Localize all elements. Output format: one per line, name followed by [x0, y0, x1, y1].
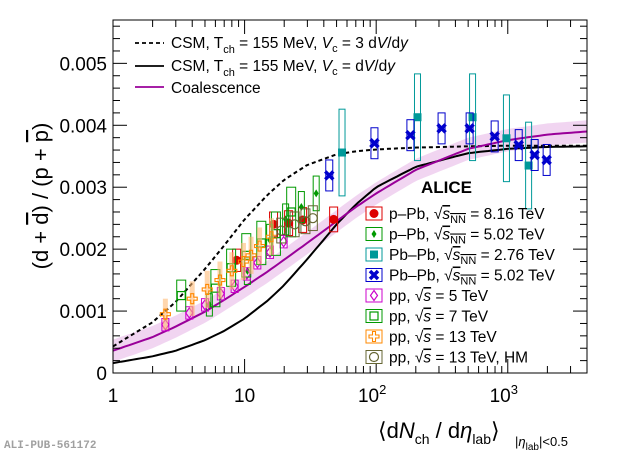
plot-frame: [112, 19, 588, 374]
data-point: [513, 139, 524, 151]
data-point: [214, 274, 226, 286]
alice-label: ALICE: [421, 178, 472, 197]
legend-data-label: pp, √s = 7 TeV: [389, 309, 489, 326]
sys-box: [204, 270, 210, 308]
legend-marker: [369, 209, 379, 218]
legend-marker: [368, 351, 380, 363]
legend-marker-box: [365, 350, 383, 364]
y-tick-label: 0.003: [59, 178, 107, 199]
data-point: [201, 283, 213, 295]
x-tick-label: 10: [234, 386, 255, 407]
data-point: [313, 189, 319, 198]
x-axis-title: ⟨dNch / dηlab⟩ |ηlab|<0.5: [378, 418, 568, 453]
sys-box: [268, 218, 274, 256]
data-point: [237, 255, 249, 268]
data-point: [524, 161, 533, 170]
data-point: [468, 113, 477, 122]
legend-data-label: pp, √s = 13 TeV: [389, 329, 497, 346]
data-point: [489, 131, 500, 142]
y-tick-label: 0.002: [59, 240, 107, 261]
legend-marker: [368, 269, 380, 281]
legend-data-label: p–Pb, √sNN = 8.16 TeV: [389, 206, 545, 226]
svg-text:|ηlab|<0.5: |ηlab|<0.5: [515, 434, 568, 453]
x-tick-label: 102: [358, 382, 386, 407]
y-tick-label: 0.004: [59, 116, 107, 137]
data-point: [413, 113, 422, 122]
y-tick-label: 0.001: [59, 302, 107, 323]
svg-text:⟨dNch / dηlab⟩: ⟨dNch / dηlab⟩: [378, 418, 500, 447]
data-point: [307, 213, 318, 224]
legend-model-label: CSM, Tch = 155 MeV, Vc = 3 dV/dy: [171, 35, 409, 56]
sys-box: [490, 120, 499, 153]
watermark: ALI-PUB-561172: [4, 440, 97, 452]
legend-data-label: pp, √s = 5 TeV: [389, 288, 489, 305]
data-point: [159, 308, 171, 320]
data-point: [329, 214, 339, 224]
data-point: [289, 219, 300, 230]
y-tick-label: 0: [96, 364, 107, 385]
legend-data-label: p–Pb, √sNN = 5.02 TeV: [389, 227, 545, 247]
data-point: [265, 231, 278, 243]
data-point: [186, 293, 198, 305]
legend-model-label: CSM, Tch = 155 MeV, Vc = dV/dy: [171, 58, 396, 79]
sys-box: [325, 159, 334, 192]
data-point: [436, 123, 447, 134]
sys-box: [229, 252, 235, 290]
data-point: [405, 129, 416, 141]
sys-box: [240, 242, 246, 281]
sys-box: [162, 298, 168, 330]
sys-box: [370, 127, 379, 160]
data-point: [541, 154, 552, 166]
sys-box: [312, 175, 320, 212]
data-point: [324, 170, 335, 181]
data-point: [502, 134, 511, 143]
data-point: [226, 265, 238, 277]
sys-box: [189, 281, 195, 317]
coalescence-band: [113, 120, 587, 362]
data-point: [369, 138, 380, 149]
legend-marker: [369, 311, 379, 321]
x-tick-label: 103: [490, 382, 518, 407]
sys-box: [437, 112, 446, 145]
y-tick-label: 0.005: [59, 54, 107, 75]
legend-marker: [370, 250, 378, 259]
legend-model-label: Coalescence: [171, 80, 261, 97]
sys-box: [217, 261, 223, 299]
legend-marker: [369, 289, 379, 302]
legend-data-label: Pb–Pb, √sNN = 2.76 TeV: [389, 247, 556, 267]
data-point: [254, 240, 266, 252]
data-point: [529, 149, 540, 161]
x-tick-label: 1: [108, 386, 119, 407]
data-point: [245, 249, 257, 261]
legend-marker: [371, 230, 377, 238]
legend-marker-box: [365, 329, 383, 344]
sys-box: [542, 143, 551, 176]
sys-box: [465, 112, 474, 145]
legend-data-label: Pb–Pb, √sNN = 5.02 TeV: [389, 268, 556, 288]
data-point: [464, 123, 475, 134]
legend-marker: [368, 330, 380, 343]
y-axis-title: (d + d) / (p + p): [28, 123, 53, 270]
sys-box: [248, 236, 254, 274]
legend-data-label: pp, √s = 13 TeV, HM: [389, 350, 528, 367]
sys-box: [406, 119, 415, 152]
sys-box: [530, 139, 539, 171]
legend-marker-box: [365, 288, 383, 303]
sys-box: [514, 129, 523, 162]
sys-box: [257, 227, 263, 265]
data-point: [176, 290, 186, 301]
data-point: [276, 225, 287, 236]
data-point: [338, 148, 347, 157]
